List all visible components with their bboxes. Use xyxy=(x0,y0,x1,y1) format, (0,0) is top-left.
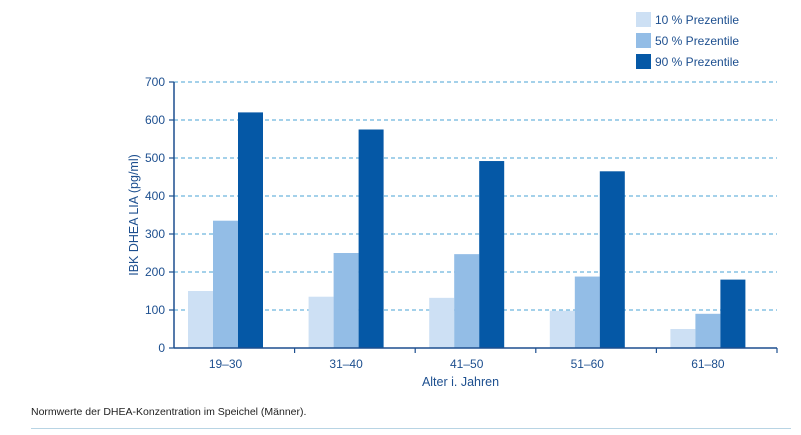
bar xyxy=(695,313,721,348)
legend-swatch xyxy=(636,12,651,27)
bar xyxy=(308,296,334,348)
legend-label: 90 % Prezentile xyxy=(655,55,739,69)
x-tick-label: 31–40 xyxy=(329,357,363,371)
y-tick-label: 300 xyxy=(145,227,165,241)
x-tick-label: 61–80 xyxy=(691,357,725,371)
bar xyxy=(213,220,238,348)
legend-swatch xyxy=(636,54,651,69)
y-tick-label: 500 xyxy=(145,151,165,165)
x-tick-label: 51–60 xyxy=(571,357,605,371)
bar xyxy=(429,297,455,348)
bars xyxy=(188,112,746,349)
legend-swatch xyxy=(636,33,651,48)
bar-chart: 0 100 200 300 400 500 600 700 19–30 31–40 41–50 51–… xyxy=(127,12,778,389)
y-tick-label: 400 xyxy=(145,189,165,203)
legend-label: 50 % Prezentile xyxy=(655,34,739,48)
bar xyxy=(574,276,600,348)
bar xyxy=(188,291,213,348)
bar xyxy=(599,171,625,348)
bar xyxy=(358,129,384,348)
bar xyxy=(454,254,480,348)
y-axis-title: IBK DHEA LIA (pg/ml) xyxy=(127,154,141,276)
x-tick-label: 19–30 xyxy=(209,357,243,371)
bar xyxy=(333,253,359,348)
bar xyxy=(238,112,263,349)
x-axis-title: Alter i. Jahren xyxy=(422,375,499,389)
legend: 10 % Prezentile 50 % Prezentile 90 % Preze… xyxy=(636,12,739,69)
bar xyxy=(549,310,575,348)
axes xyxy=(173,82,777,349)
y-tick-label: 700 xyxy=(145,75,165,89)
figure-caption: Normwerte der DHEA-Konzentration im Spei… xyxy=(31,406,307,418)
x-tick-label: 41–50 xyxy=(450,357,484,371)
legend-label: 10 % Prezentile xyxy=(655,13,739,27)
caption-divider xyxy=(31,428,791,429)
y-tick-label: 100 xyxy=(145,303,165,317)
y-tick-label: 600 xyxy=(145,113,165,127)
y-tick-label: 0 xyxy=(158,341,165,355)
y-tick-label: 200 xyxy=(145,265,165,279)
bar xyxy=(479,161,505,348)
bar xyxy=(670,329,696,348)
bar xyxy=(720,279,746,348)
tick-labels: 0 100 200 300 400 500 600 700 19–30 31–40 41–50 51–… xyxy=(145,75,778,371)
